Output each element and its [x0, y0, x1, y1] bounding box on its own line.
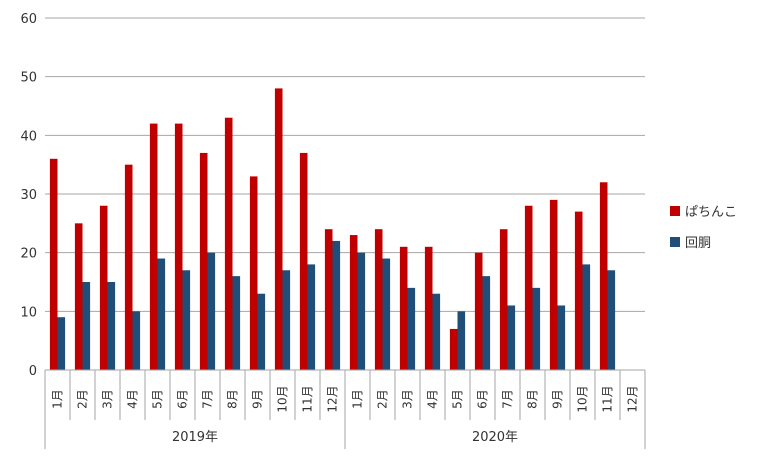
- legend-label: 回胴: [685, 236, 711, 251]
- x-tick-label: 4月: [426, 389, 440, 409]
- x-tick-label: 1月: [51, 389, 65, 409]
- x-tick-label: 3月: [101, 389, 115, 409]
- bar-回胴: [532, 287, 541, 370]
- x-tick-label: 6月: [476, 389, 490, 409]
- bar-回胴: [257, 293, 266, 370]
- bars: [49, 88, 616, 371]
- x-tick-label: 11月: [301, 385, 315, 412]
- bar-回胴: [382, 258, 391, 370]
- x-tick-label: 5月: [451, 389, 465, 409]
- bar-回胴: [207, 252, 216, 370]
- y-tick-label: 50: [20, 71, 37, 86]
- bar-ぱちんこ: [299, 152, 308, 370]
- bar-ぱちんこ: [199, 152, 208, 370]
- bar-回胴: [357, 252, 366, 370]
- bar-回胴: [557, 305, 566, 370]
- bar-ぱちんこ: [124, 164, 133, 370]
- x-tick-label: 2月: [76, 389, 90, 409]
- bar-ぱちんこ: [274, 88, 283, 371]
- legend-swatch: [670, 206, 680, 216]
- x-tick-label: 8月: [526, 389, 540, 409]
- bar-ぱちんこ: [349, 235, 358, 370]
- bar-回胴: [457, 311, 466, 370]
- legend-label: ぱちんこ: [685, 205, 737, 220]
- x-tick-label: 1月: [351, 389, 365, 409]
- bar-回胴: [157, 258, 166, 370]
- bar-ぱちんこ: [549, 199, 558, 370]
- x-tick-label: 12月: [326, 385, 340, 412]
- bar-回胴: [82, 282, 91, 370]
- y-axis: 0 10 20 30 40 50 60: [20, 12, 37, 379]
- x-tick-label: 9月: [551, 389, 565, 409]
- y-tick-label: 40: [20, 129, 37, 144]
- bar-ぱちんこ: [99, 205, 108, 370]
- x-tick-label: 4月: [126, 389, 140, 409]
- x-tick-label: 3月: [401, 389, 415, 409]
- x-tick-label: 9月: [251, 389, 265, 409]
- x-tick-label: 2月: [376, 389, 390, 409]
- x-axis: 1月 2月 3月 4月 5月 6月 7月 8月 9月 10月 11月 12月 1月 2月 3月 4月 5月 6月 7…: [44, 369, 646, 449]
- bar-回胴: [407, 287, 416, 370]
- x-tick-label: 6月: [176, 389, 190, 409]
- bar-ぱちんこ: [474, 252, 483, 370]
- x-tick-label: 10月: [576, 385, 590, 412]
- bar-回胴: [607, 270, 616, 370]
- x-tick-label: 8月: [226, 389, 240, 409]
- bar-回胴: [182, 270, 191, 370]
- x-tick-label: 11月: [601, 385, 615, 412]
- y-tick-label: 60: [20, 12, 37, 27]
- bar-回胴: [282, 270, 291, 370]
- x-tick-label: 5月: [151, 389, 165, 409]
- x-tick-label: 7月: [201, 389, 215, 409]
- y-tick-label: 0: [29, 364, 37, 379]
- bar-回胴: [432, 293, 441, 370]
- gridlines: [45, 17, 645, 371]
- bar-ぱちんこ: [224, 117, 233, 370]
- x-tick-label: 10月: [276, 385, 290, 412]
- bar-ぱちんこ: [149, 123, 158, 370]
- bar-ぱちんこ: [49, 158, 58, 370]
- bar-回胴: [57, 317, 66, 370]
- legend-swatch: [670, 237, 680, 247]
- bar-ぱちんこ: [374, 229, 383, 370]
- year-group-label: 2020年: [472, 430, 518, 445]
- bar-回胴: [232, 276, 241, 370]
- y-tick-label: 10: [20, 305, 37, 320]
- bar-ぱちんこ: [174, 123, 183, 370]
- bar-ぱちんこ: [424, 246, 433, 370]
- bar-回胴: [132, 311, 141, 370]
- bar-ぱちんこ: [324, 229, 333, 370]
- y-tick-label: 20: [20, 247, 37, 262]
- bar-回胴: [107, 282, 116, 370]
- bar-ぱちんこ: [599, 182, 608, 370]
- bar-ぱちんこ: [399, 246, 408, 370]
- year-group-label: 2019年: [172, 430, 218, 445]
- bar-回胴: [507, 305, 516, 370]
- x-tick-label: 12月: [626, 385, 640, 412]
- bar-ぱちんこ: [499, 229, 508, 370]
- bar-回胴: [332, 240, 341, 370]
- bar-ぱちんこ: [574, 211, 583, 370]
- bar-回胴: [482, 276, 491, 370]
- y-tick-label: 30: [20, 188, 37, 203]
- bar-ぱちんこ: [74, 223, 83, 370]
- bar-ぱちんこ: [524, 205, 533, 370]
- bar-ぱちんこ: [449, 328, 458, 370]
- bar-回胴: [307, 264, 316, 370]
- bar-ぱちんこ: [249, 176, 258, 370]
- bar-回胴: [582, 264, 591, 370]
- x-tick-label: 7月: [501, 389, 515, 409]
